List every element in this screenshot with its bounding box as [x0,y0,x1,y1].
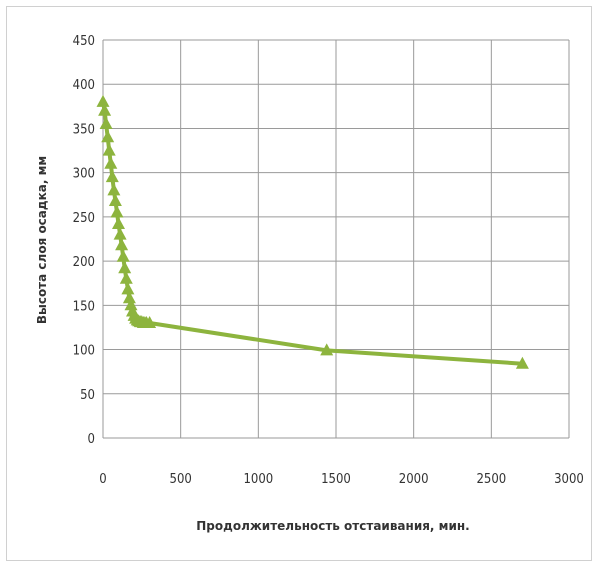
data-point-marker [119,271,133,284]
y-tick-label: 350 [73,122,95,137]
data-point-marker [104,156,118,169]
y-tick-labels: 0 50 100 150 200 250 300 350 400 450 [73,34,95,447]
data-point-marker [124,298,138,311]
data-point-marker [101,130,115,143]
data-point-marker [113,227,127,240]
y-tick-label: 450 [73,34,95,49]
data-point-marker [102,143,116,156]
y-tick-label: 200 [73,255,95,270]
x-axis-title: Продолжительность отстаивания, мин. [196,519,469,533]
data-point-marker [118,261,132,274]
data-point-marker [108,194,122,206]
data-point-marker [515,356,529,369]
data-points [96,94,529,369]
data-point-marker [143,316,157,328]
data-point-marker [96,94,110,107]
x-tick-labels: 0 500 1000 1500 2000 2500 3000 [99,472,584,487]
x-tick-label: 2000 [399,472,429,487]
y-tick-label: 250 [73,211,95,226]
y-tick-label: 50 [80,388,95,403]
data-point-marker [112,217,125,229]
x-tick-label: 1000 [243,472,273,487]
data-point-marker [98,103,112,116]
y-tick-label: 100 [73,344,95,359]
y-tick-label: 300 [73,167,95,182]
y-tick-label: 400 [73,78,95,93]
x-tick-label: 2500 [476,472,506,487]
x-tick-label: 0 [99,472,106,487]
data-point-marker [110,205,124,218]
data-point-marker [122,291,136,304]
data-point-marker [99,117,113,129]
data-point-marker [116,249,130,262]
data-point-marker [115,238,129,251]
data-point-marker [121,282,135,295]
y-tick-label: 150 [73,299,95,314]
grid-lines [102,39,570,439]
x-tick-label: 3000 [554,472,584,487]
series-line-layer [101,99,525,366]
data-point-marker [107,183,121,196]
data-point-marker [320,343,334,356]
y-tick-label: 0 [88,432,95,447]
series-line [101,99,525,366]
x-tick-label: 500 [170,472,192,487]
x-tick-label: 1500 [321,472,351,487]
y-axis-title: Высота слоя осадка, мм [35,156,49,324]
data-point-marker [105,170,119,183]
